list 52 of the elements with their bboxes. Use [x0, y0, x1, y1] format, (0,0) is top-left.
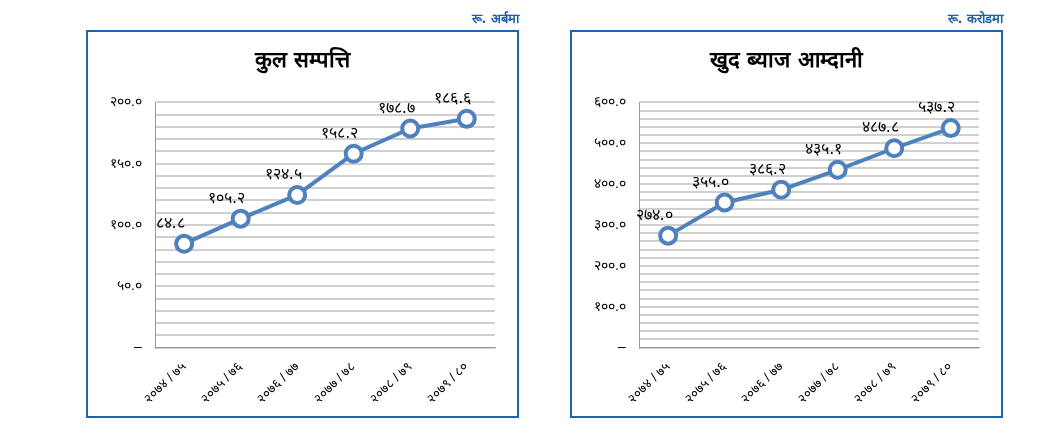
y-tick-label: ५०.० — [117, 277, 142, 294]
data-label: ४८७.८ — [861, 117, 899, 137]
data-label: १५८.२ — [321, 122, 359, 142]
point — [884, 138, 905, 159]
y-tick-label: ५००.० — [594, 134, 626, 151]
y-tick-label: २००.० — [594, 256, 626, 273]
x-tick-label: २०७७ / ७८ — [794, 358, 843, 407]
data-label: १०५.२ — [208, 187, 246, 207]
y-tick-label: ४००.० — [594, 175, 626, 191]
point — [456, 108, 477, 129]
data-label: ४३५.१ — [805, 138, 843, 158]
x-tick-label: २०७७ / ७८ — [310, 358, 359, 407]
y-tick-label: १००.० — [110, 215, 142, 232]
chart-subtitle: रू. करोडमा — [946, 10, 1003, 28]
point — [343, 143, 364, 164]
x-tick-label: २०७४ / ७५ — [624, 358, 673, 407]
point — [287, 184, 308, 205]
data-label: ८४.८ — [155, 212, 185, 232]
chart-subtitle: रू. अर्बमा — [470, 10, 519, 28]
point — [771, 179, 792, 200]
x-tick-label: २०७५ / ७६ — [681, 358, 730, 407]
data-label: ३५५.० — [692, 171, 730, 191]
x-tick-label: २०७८ / ७९ — [850, 358, 899, 407]
y-tick-label: ६००.० — [594, 93, 626, 110]
point — [174, 233, 195, 254]
y-tick-label: २००.० — [110, 93, 142, 110]
data-label: १७८.७ — [377, 97, 415, 117]
data-label: ३८६.२ — [748, 158, 786, 178]
chart-title: खुद ब्याज आम्दानी — [708, 46, 865, 76]
data-label: २७४.० — [635, 204, 673, 224]
x-tick-label: २०७९ / ८० — [423, 358, 472, 407]
x-tick-label: २०७६ / ७७ — [737, 358, 786, 407]
y-tick-label: १००.० — [594, 297, 626, 314]
data-label: १८६.६ — [434, 87, 472, 107]
x-tick-label: २०७८ / ७९ — [366, 358, 415, 407]
point — [400, 118, 421, 139]
point — [230, 208, 251, 229]
point — [940, 118, 961, 139]
y-tick-label: – — [134, 338, 143, 355]
chart-title: कुल सम्पत्ति — [253, 46, 352, 76]
data-label: १२४.५ — [264, 164, 302, 184]
data-label: ५३७.२ — [918, 97, 956, 117]
y-tick-label: – — [618, 338, 627, 355]
y-tick-label: १५०.० — [110, 154, 142, 171]
point — [714, 192, 735, 213]
x-tick-label: २०७९ / ८० — [907, 358, 956, 407]
x-tick-label: २०७५ / ७६ — [197, 358, 246, 407]
point — [658, 225, 679, 246]
x-tick-label: २०७६ / ७७ — [253, 358, 302, 407]
x-tick-label: २०७४ / ७५ — [140, 358, 189, 407]
point — [827, 159, 848, 180]
y-tick-label: ३००.० — [594, 215, 626, 232]
